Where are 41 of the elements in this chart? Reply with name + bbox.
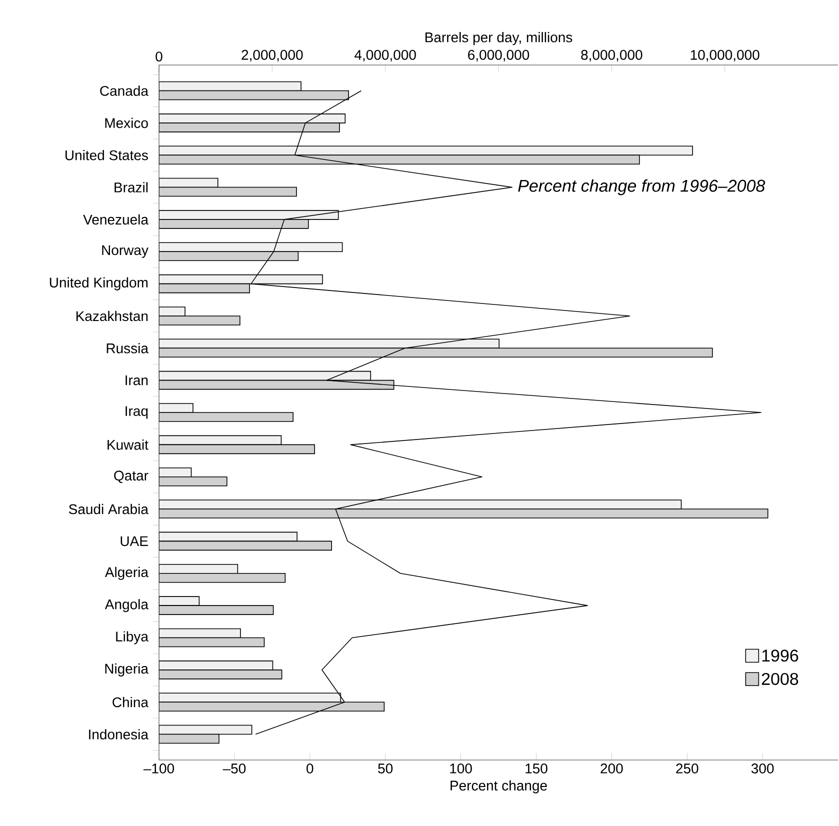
y-tick-label: Kazakhstan: [76, 310, 148, 322]
annotation: Percent change from 1996–2008: [518, 179, 766, 196]
x2-tick-label: 6,000,000: [468, 50, 530, 62]
text: 1996: [762, 650, 798, 662]
x-tick-label: 150: [526, 764, 548, 774]
y-tick-label: Brazil: [114, 182, 148, 192]
x2-tick-label: 10,000,000: [690, 50, 760, 62]
x-tick-label: –100: [143, 764, 174, 774]
x2-tick-label: 0: [156, 52, 162, 62]
y-tick-label: Canada: [100, 86, 148, 96]
x-tick-label: –50: [222, 764, 246, 774]
x2-tick-label: 8,000,000: [581, 50, 642, 62]
y-tick-label: Iraq: [126, 406, 148, 419]
y-tick-label: Russia: [106, 343, 148, 354]
y-tick-label: Angola: [104, 599, 148, 612]
y-tick-label: Mexico: [105, 118, 148, 128]
x-tick-label: 300: [751, 764, 774, 774]
y-tick-label: Algeria: [104, 566, 148, 580]
y-tick-label: China: [112, 696, 148, 708]
x2-axis-title: Barrels per day, millions: [425, 32, 572, 46]
y-tick-label: Indonesia: [89, 729, 148, 740]
x2-tick-label: 2,000,000: [242, 50, 303, 62]
y-tick-label: Libya: [116, 631, 148, 644]
x-tick-label: 250: [676, 764, 698, 774]
y-tick-label: United States: [66, 150, 148, 160]
y-tick-label: Venezuela: [83, 214, 148, 225]
x2-tick-label: 4,000,000: [354, 50, 416, 62]
y-tick-label: Iran: [126, 375, 148, 386]
x-axis-title: Percent change: [450, 780, 547, 794]
x-tick-label: 100: [450, 764, 472, 774]
y-tick-label: Kuwait: [108, 440, 148, 450]
y-tick-label: Norway: [102, 245, 148, 258]
y-tick-label: Saudi Arabia: [68, 504, 148, 514]
y-tick-label: Nigeria: [105, 663, 148, 676]
y-tick-label: Qatar: [114, 470, 148, 484]
y-tick-label: United Kingdom: [50, 277, 148, 290]
x-tick-label: 200: [600, 764, 623, 774]
x-tick-label: 50: [378, 764, 393, 774]
legend-label: 2008: [762, 672, 798, 685]
y-tick-label: UAE: [120, 536, 148, 546]
x-tick-label: 0: [306, 764, 314, 774]
